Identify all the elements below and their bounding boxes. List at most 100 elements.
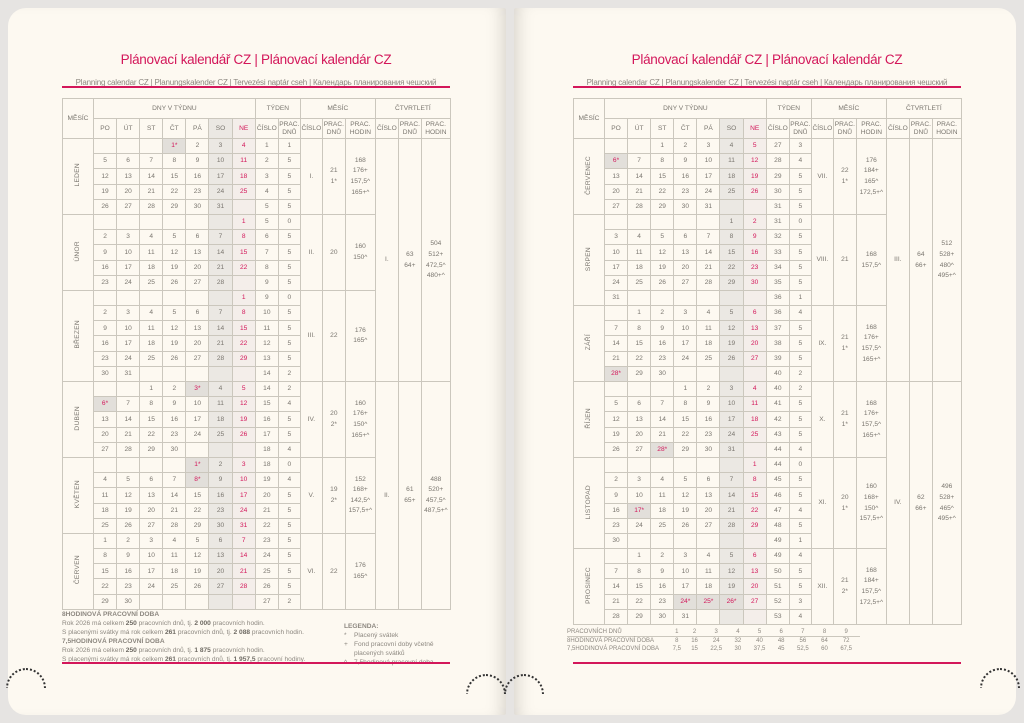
day-cell: 23 [116, 578, 141, 595]
month-number: VIII. [810, 213, 834, 307]
week-work-days: 0 [277, 456, 301, 474]
week-work-days: 0 [788, 213, 812, 231]
month-work-days: 19 2* [321, 456, 346, 534]
left-page: Plánovací kalendář CZ | Plánovací kalend… [6, 8, 506, 715]
day-cell: 31 [208, 198, 233, 215]
reference-value: 7,5 [672, 646, 681, 652]
day-cell: 22 [650, 183, 675, 200]
weekday-0: PO [603, 118, 629, 139]
day-cell: 27 [742, 593, 767, 610]
week-row: 6* 7 8 9 10 11 12 15 4 [63, 396, 451, 413]
empty-day-cell [650, 456, 675, 474]
day-cell: 16 [92, 259, 118, 276]
day-cell: 29 [627, 365, 652, 383]
day-cell: 18 [650, 502, 675, 519]
month-header-label: MĚSÍC [67, 114, 89, 122]
empty-day-cell [673, 456, 698, 474]
day-cell: 13 [742, 320, 767, 337]
month-number: IX. [810, 305, 834, 382]
week-row: KVĚTEN 1* 2 3 18 0 V. 19 2* 152 168+ 142,5^ 157,5+^ [62, 456, 451, 534]
month-work-days: 22 [321, 532, 346, 610]
day-cell: 2 [603, 472, 629, 489]
day-cell: 26 [742, 183, 767, 200]
days-header: DNY V TÝDNU [93, 98, 256, 119]
day-cell: 28 [139, 198, 164, 215]
notes-text: S placenými svátky má rok celkem [62, 629, 165, 636]
week-row: 26 27 28* 29 30 31 44 4 [574, 441, 962, 458]
quarter-work-hours-value: 512 [941, 240, 953, 248]
empty-day-cell [231, 441, 256, 458]
reference-value: 22,5 [710, 646, 723, 652]
col-number: ČÍSLO [374, 118, 399, 139]
day-cell: 8 [231, 229, 256, 246]
empty-day-cell [162, 289, 187, 307]
week-number: 43 [765, 426, 790, 443]
week-row: 11 12 13 14 15 16 17 20 5 [63, 487, 451, 504]
week-number: 21 [254, 502, 279, 519]
week-header: TÝDEN [254, 98, 301, 119]
day-cell: 18 [742, 411, 767, 428]
weekday-4: PÁ [696, 118, 721, 139]
day-cell: 3 [139, 532, 164, 550]
legend-title: LEGENDA: [344, 623, 379, 630]
month-work-days-value: 19 [330, 486, 338, 494]
day-cell: 23 [92, 274, 118, 291]
week-work-days: 5 [277, 168, 301, 185]
month-work-days-value: 1* [841, 177, 848, 185]
day-cell: 4 [162, 532, 187, 550]
day-cell: 14 [116, 411, 141, 428]
month-name: ÚNOR [62, 213, 94, 291]
week-work-days: 4 [277, 441, 301, 458]
week-number: 18 [254, 441, 279, 458]
day-cell: 15 [139, 411, 164, 428]
day-cell: 23 [92, 350, 118, 367]
month-work-hours: 168 184+ 157,5^ 172,5+^ [855, 548, 887, 625]
reference-value: 64 [821, 638, 828, 644]
empty-day-cell [696, 456, 721, 474]
day-cell: 20 [185, 259, 210, 276]
week-number: 1 [254, 137, 279, 155]
month-work-hours-value: 160 [354, 243, 366, 251]
day-cell: 30 [650, 608, 675, 626]
day-cell: 27 [673, 274, 698, 291]
week-number: 20 [254, 487, 279, 504]
day-cell: 24 [673, 350, 698, 367]
day-cell: 13 [742, 563, 767, 580]
day-cell: 22 [742, 502, 767, 519]
day-cell: 20 [673, 259, 698, 276]
day-cell: 10 [696, 153, 721, 170]
day-cell: 28 [627, 198, 652, 215]
month-work-hours-value: 176 [865, 156, 877, 164]
day-cell: 3 [116, 305, 141, 322]
week-row: 6* 7 8 9 10 11 12 28 4 [574, 153, 962, 170]
day-cell: 22 [162, 183, 187, 200]
week-row: 13 14 15 16 17 18 19 29 5 [574, 168, 962, 185]
notes-text: Rok 2026 má celkem [62, 620, 126, 627]
notes-line: S placenými svátky má rok celkem 261 pra… [62, 628, 362, 637]
quarter-work-hours-value: 496 [941, 483, 953, 491]
day-cell: 11 [231, 153, 256, 170]
day-cell: 22 [231, 335, 256, 352]
week-number: 35 [765, 274, 790, 291]
quarter-work-hours-value: 480+^ [426, 272, 445, 280]
month-name-label: PROSINEC [585, 566, 593, 604]
day-cell: 27 [139, 517, 164, 534]
week-work-days: 0 [277, 289, 301, 307]
week-number: 17 [254, 426, 279, 443]
notes-line: S placenými svátky má rok celkem 261 pra… [62, 655, 362, 664]
empty-day-cell [185, 365, 210, 383]
week-row: 23 24 25 26 27 28 29 48 5 [574, 517, 962, 534]
legend-symbol: + [344, 641, 348, 648]
col-work-hours: PRAC. HODIN [931, 118, 962, 139]
week-number: 4 [254, 183, 279, 200]
month-work-days: 20 2* [321, 381, 346, 458]
day-cell: 13 [627, 411, 652, 428]
day-cell: 7 [139, 153, 164, 170]
week-number: 47 [765, 502, 790, 519]
day-cell: 23 [696, 426, 721, 443]
subheader-row: PO ÚT ST ČT PÁ SO NE ČÍSLO PRAC. DNŮ ČÍSLO PRAC. D… [574, 118, 962, 139]
day-cell: 6 [742, 305, 767, 322]
day-cell: 20 [92, 426, 118, 443]
week-row: LISTOPAD 1 44 0 XI. 20 1* 160 168+ 150^ 157,5+^ [573, 456, 962, 550]
day-cell: 9 [742, 229, 767, 246]
